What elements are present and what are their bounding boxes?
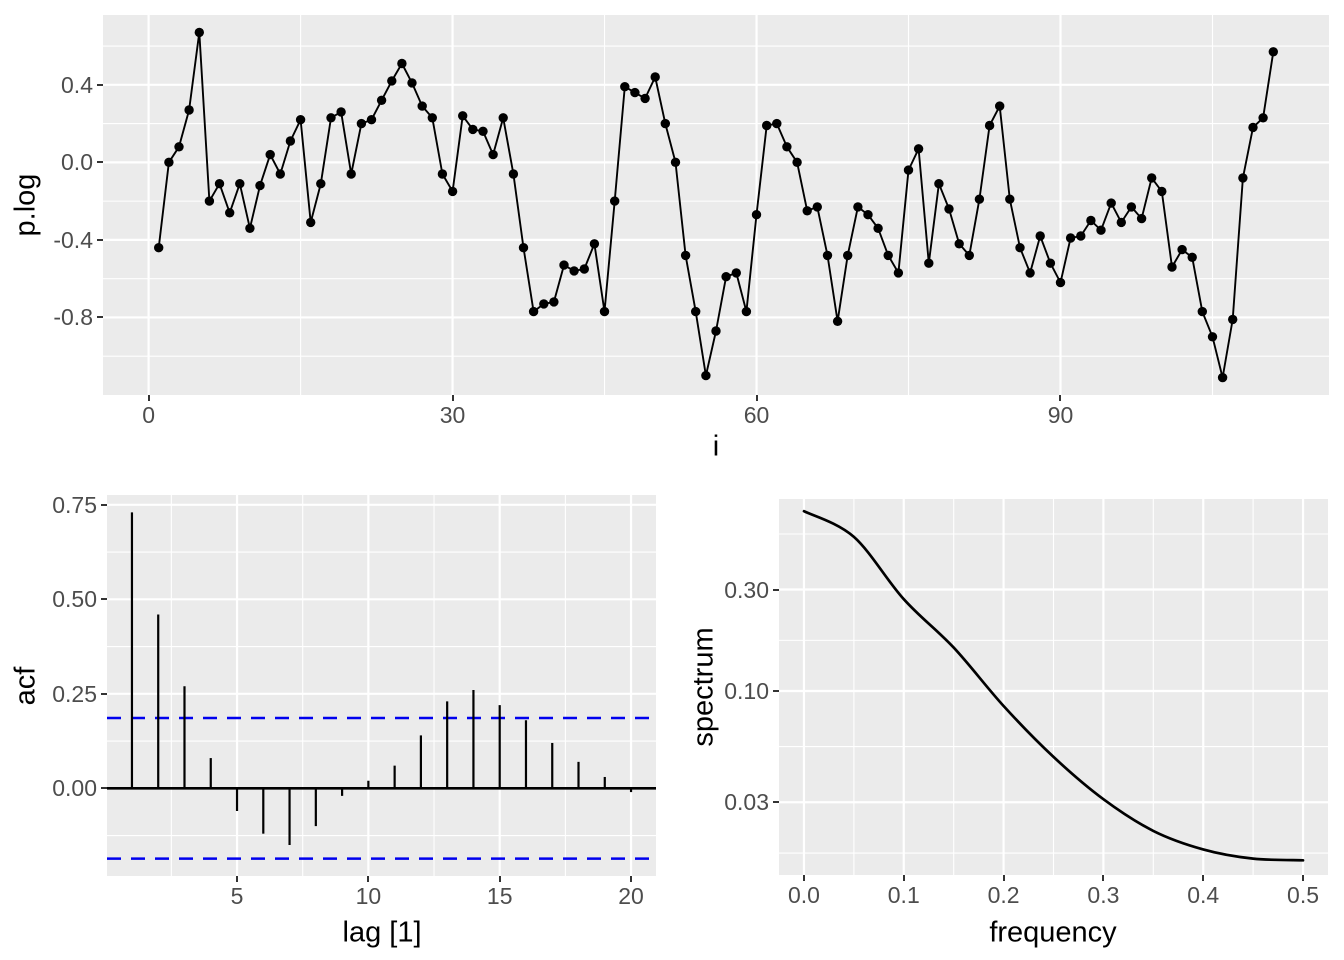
y-tick-label: 0.03 <box>724 789 769 816</box>
y-tick-mark <box>97 161 103 164</box>
x-tick-label: 0.2 <box>987 882 1020 908</box>
spectrum-curve <box>802 509 1305 862</box>
x-tick-label: 10 <box>355 883 382 909</box>
x-tick-mark <box>236 876 239 882</box>
y-tick-mark <box>97 316 103 319</box>
y-tick-label: 0.0 <box>61 149 93 176</box>
x-axis-title-frequency: frequency <box>989 916 1117 949</box>
y-tick-label: 0.75 <box>52 491 97 518</box>
x-tick-label: 0 <box>142 402 155 428</box>
gridlines <box>103 15 1329 395</box>
x-tick-mark <box>902 875 905 881</box>
y-tick-mark <box>101 692 107 695</box>
y-tick-label: 0.25 <box>52 680 97 707</box>
x-tick-label: 0.0 <box>787 882 820 908</box>
y-tick-mark <box>773 801 779 804</box>
x-tick-mark <box>1002 875 1005 881</box>
x-axis-title-i: i <box>712 430 720 463</box>
y-tick-label: 0.00 <box>52 775 97 802</box>
y-axis-title-plog: p.log <box>9 173 42 237</box>
x-tick-label: 0.5 <box>1287 882 1320 908</box>
y-tick-mark <box>97 83 103 86</box>
panel-timeseries <box>103 15 1329 395</box>
x-tick-mark <box>1059 395 1062 401</box>
y-tick-mark <box>101 787 107 790</box>
x-tick-mark <box>755 395 758 401</box>
x-tick-label: 60 <box>743 402 770 428</box>
x-tick-label: 15 <box>486 883 513 909</box>
gridlines <box>107 495 656 876</box>
y-tick-mark <box>97 238 103 241</box>
y-tick-label: 0.4 <box>61 71 93 98</box>
y-tick-mark <box>101 503 107 506</box>
y-tick-mark <box>773 690 779 692</box>
y-tick-label: -0.4 <box>53 226 93 253</box>
panel-acf <box>107 495 656 876</box>
acf-bars <box>130 512 633 846</box>
x-tick-mark <box>1302 875 1305 881</box>
x-tick-mark <box>1102 875 1105 881</box>
x-tick-mark <box>367 876 370 882</box>
y-tick-mark <box>773 588 779 591</box>
panel-spectrum <box>779 499 1328 875</box>
x-tick-label: 0.4 <box>1187 882 1220 908</box>
gridlines <box>779 499 1328 875</box>
x-tick-mark <box>451 395 454 401</box>
y-tick-label: 0.10 <box>724 678 769 704</box>
x-tick-label: 90 <box>1047 402 1074 428</box>
x-tick-label: 20 <box>618 883 644 909</box>
series-points <box>154 27 1279 383</box>
x-tick-mark <box>147 395 150 401</box>
y-tick-label: -0.8 <box>53 304 93 331</box>
x-tick-label: 30 <box>439 402 466 428</box>
x-tick-label: 5 <box>230 883 244 909</box>
x-tick-label: 0.1 <box>887 882 920 908</box>
x-axis-title-lag: lag [1] <box>342 916 422 949</box>
x-tick-mark <box>498 876 501 882</box>
x-tick-label: 0.3 <box>1087 882 1120 908</box>
x-tick-mark <box>1202 875 1205 881</box>
x-tick-mark <box>802 875 805 881</box>
y-tick-label: 0.50 <box>52 586 97 613</box>
x-tick-mark <box>630 876 633 882</box>
y-tick-label: 0.30 <box>724 576 769 603</box>
y-tick-mark <box>101 598 107 601</box>
